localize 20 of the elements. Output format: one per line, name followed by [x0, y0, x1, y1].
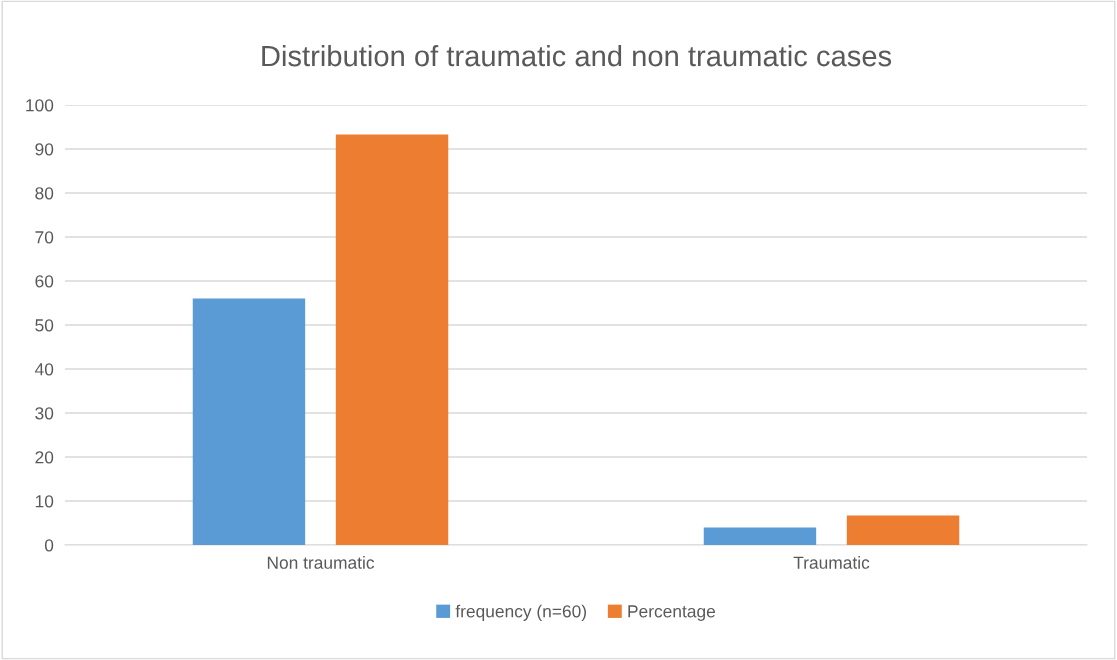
- y-tick-label: 60: [35, 275, 54, 288]
- x-tick-label: Traumatic: [793, 556, 870, 569]
- y-tick-label: 10: [35, 495, 54, 508]
- y-tick-label: 50: [35, 319, 54, 332]
- x-tick-label: Non traumatic: [267, 556, 375, 569]
- legend-label: frequency (n=60): [455, 604, 586, 621]
- y-tick-label: 20: [35, 451, 54, 464]
- bar: [192, 298, 306, 545]
- y-tick-label: 0: [44, 539, 54, 552]
- legend-label: Percentage: [628, 605, 716, 621]
- bar: [335, 134, 449, 545]
- y-tick-label: 40: [34, 363, 54, 376]
- y-tick-label: 30: [35, 407, 54, 420]
- y-tick-label: 80: [35, 187, 54, 200]
- bar: [846, 515, 960, 545]
- y-tick-label: 100: [26, 99, 54, 112]
- chart-title: Distribution of traumatic and non traumatic cases: [262, 44, 892, 67]
- bar: [703, 527, 817, 545]
- y-tick-label: 90: [35, 143, 54, 156]
- y-tick-label: 70: [35, 231, 54, 244]
